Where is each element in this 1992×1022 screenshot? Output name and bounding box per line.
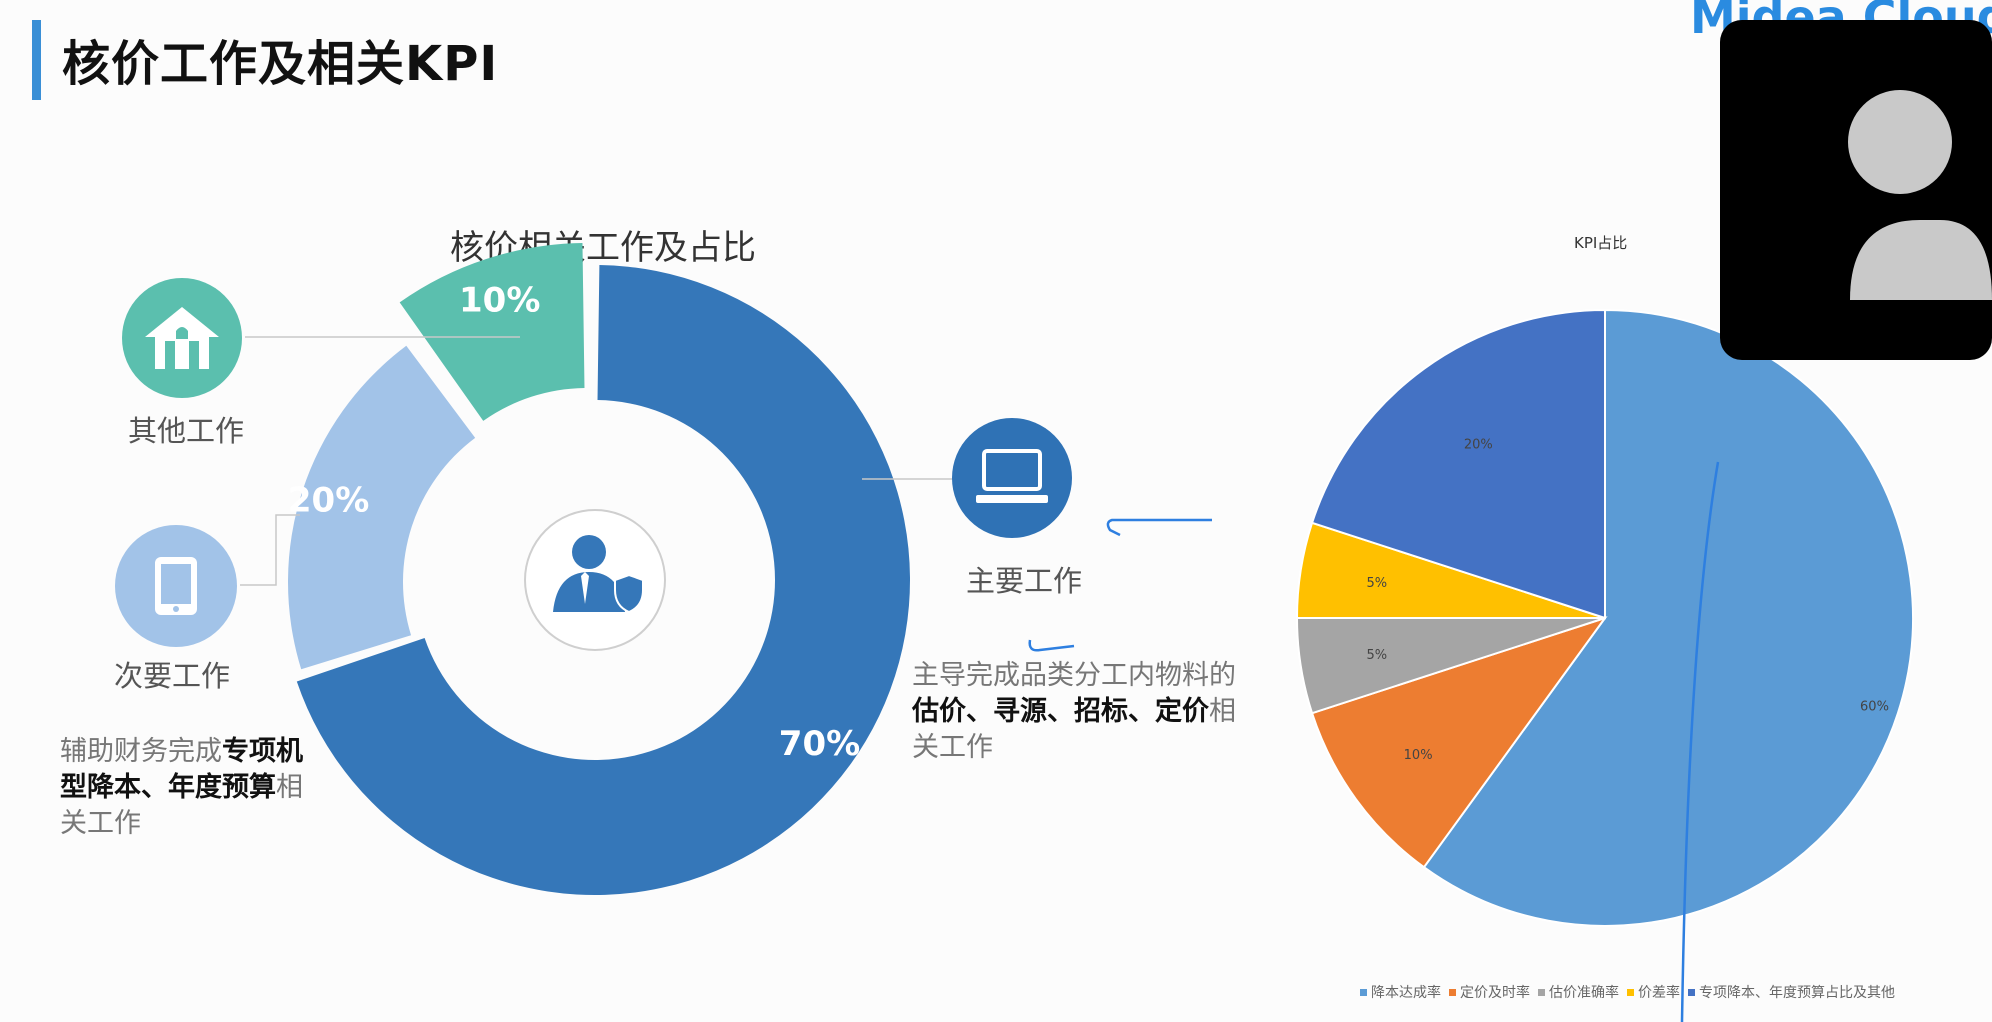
donut-data-label-2: 20% (288, 480, 369, 520)
laptop-icon (976, 449, 1048, 503)
main-work-description: 主导完成品类分工内物料的估价、寻源、招标、定价相关工作 (912, 660, 1236, 763)
pie-data-label-5: 20% (1464, 438, 1493, 453)
pie-data-label-3: 5% (1367, 648, 1388, 663)
legend-swatch (1360, 988, 1367, 996)
legend-item: 定价及时率 (1449, 982, 1530, 1002)
donut-slice-3 (399, 243, 585, 421)
leader-line-secondary (240, 514, 300, 586)
pie-legend: 降本达成率 定价及时率 估价准确率 价差率 专项降本、年度预算占比及其他 (1360, 982, 1895, 1002)
main-work-badge (952, 418, 1072, 538)
ink-stroke (1680, 461, 1720, 1022)
legend-label: 降本达成率 (1371, 985, 1441, 1001)
legend-item: 降本达成率 (1360, 982, 1441, 1002)
kpi-pie-chart: 60% 10% 5% 5% 20% (1295, 308, 1914, 927)
pie-slice-2 (1310, 616, 1608, 869)
page-title: 核价工作及相关KPI (62, 36, 499, 92)
donut-data-label-1: 70% (779, 724, 860, 764)
ink-stroke (1028, 639, 1075, 652)
secondary-work-label: 次要工作 (114, 659, 231, 693)
pie-data-label-2: 10% (1404, 748, 1433, 763)
pie-slice-5 (1310, 308, 1606, 620)
secondary-work-description: 辅助财务完成专项机型降本、年度预算相关工作 (60, 736, 303, 839)
secondary-work-badge (115, 525, 237, 647)
legend-item: 价差率 (1627, 982, 1680, 1002)
legend-label: 定价及时率 (1460, 985, 1530, 1001)
person-shield-icon (553, 535, 644, 614)
pie-data-label-1: 60% (1860, 700, 1889, 715)
pie-chart-title: KPI占比 (1574, 234, 1628, 252)
donut-slice-1 (296, 265, 910, 895)
donut-chart: 70% 20% 10% (240, 243, 955, 895)
legend-swatch (1627, 988, 1634, 996)
legend-label: 估价准确率 (1549, 985, 1619, 1001)
video-tile[interactable] (1720, 20, 1992, 360)
avatar-placeholder-icon (1848, 90, 1992, 300)
other-work-label: 其他工作 (128, 414, 245, 448)
legend-item: 估价准确率 (1538, 982, 1619, 1002)
title-accent-bar (32, 20, 41, 100)
legend-item: 专项降本、年度预算占比及其他 (1688, 982, 1895, 1002)
ink-stroke (1106, 518, 1212, 537)
legend-label: 价差率 (1638, 985, 1680, 1001)
legend-swatch (1538, 988, 1545, 996)
donut-slice-2 (287, 345, 476, 670)
legend-swatch (1688, 988, 1695, 996)
main-work-label: 主要工作 (966, 564, 1083, 598)
pie-data-label-4: 5% (1367, 576, 1388, 591)
legend-label: 专项降本、年度预算占比及其他 (1699, 985, 1895, 1001)
house-icon (145, 307, 219, 369)
donut-data-label-3: 10% (459, 280, 540, 320)
legend-swatch (1449, 988, 1456, 996)
other-work-badge (122, 278, 242, 398)
tablet-icon (155, 557, 197, 615)
